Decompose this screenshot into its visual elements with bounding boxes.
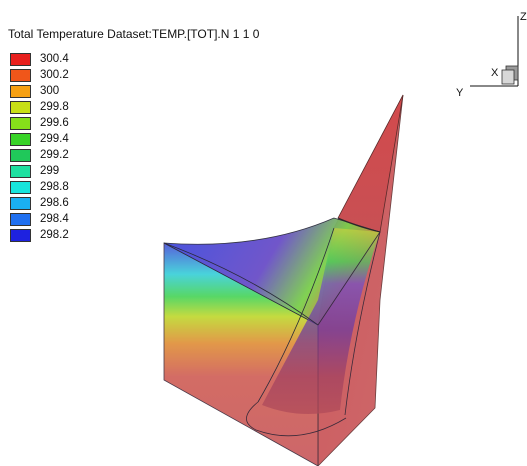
orientation-axes-triad: Z X Y — [456, 11, 527, 98]
legend-item: 299.8 — [10, 101, 130, 114]
legend-label: 299.6 — [40, 117, 69, 129]
legend-swatch — [10, 85, 31, 98]
legend-item: 299.6 — [10, 117, 130, 130]
legend-swatch — [10, 117, 31, 130]
legend-item: 300 — [10, 85, 130, 98]
legend-swatch — [10, 69, 31, 82]
legend-swatch — [10, 149, 31, 162]
legend-swatch — [10, 197, 31, 210]
legend-label: 298.4 — [40, 213, 69, 225]
legend-item: 299 — [10, 165, 130, 178]
legend-swatch — [10, 101, 31, 114]
legend-swatch — [10, 165, 31, 178]
legend-label: 299.8 — [40, 101, 69, 113]
legend-label: 300.2 — [40, 69, 69, 81]
legend-swatch — [10, 181, 31, 194]
legend-label: 300 — [40, 85, 60, 97]
axis-z-label: Z — [520, 11, 527, 23]
legend-swatch — [10, 213, 31, 226]
legend-label: 299.4 — [40, 133, 69, 145]
legend-item: 298.4 — [10, 213, 130, 226]
legend-item: 299.4 — [10, 133, 130, 146]
legend-swatch — [10, 53, 31, 66]
legend-item: 298.8 — [10, 181, 130, 194]
legend-label: 300.4 — [40, 53, 69, 65]
legend-item: 299.2 — [10, 149, 130, 162]
legend-swatch — [10, 229, 31, 242]
axis-y-label: Y — [456, 87, 464, 98]
legend-swatch — [10, 133, 31, 146]
legend-label: 299.2 — [40, 149, 69, 161]
legend-item: 298.6 — [10, 197, 130, 210]
legend-label: 299 — [40, 165, 60, 177]
legend-label: 298.2 — [40, 229, 69, 241]
legend-item: 298.2 — [10, 229, 130, 242]
axis-x-label: X — [491, 67, 499, 79]
legend-label: 298.6 — [40, 197, 69, 209]
legend-item: 300.2 — [10, 69, 130, 82]
legend-label: 298.8 — [40, 181, 69, 193]
legend-item: 300.4 — [10, 53, 130, 66]
plot-title: Total Temperature Dataset:TEMP.[TOT].N 1… — [8, 27, 260, 41]
